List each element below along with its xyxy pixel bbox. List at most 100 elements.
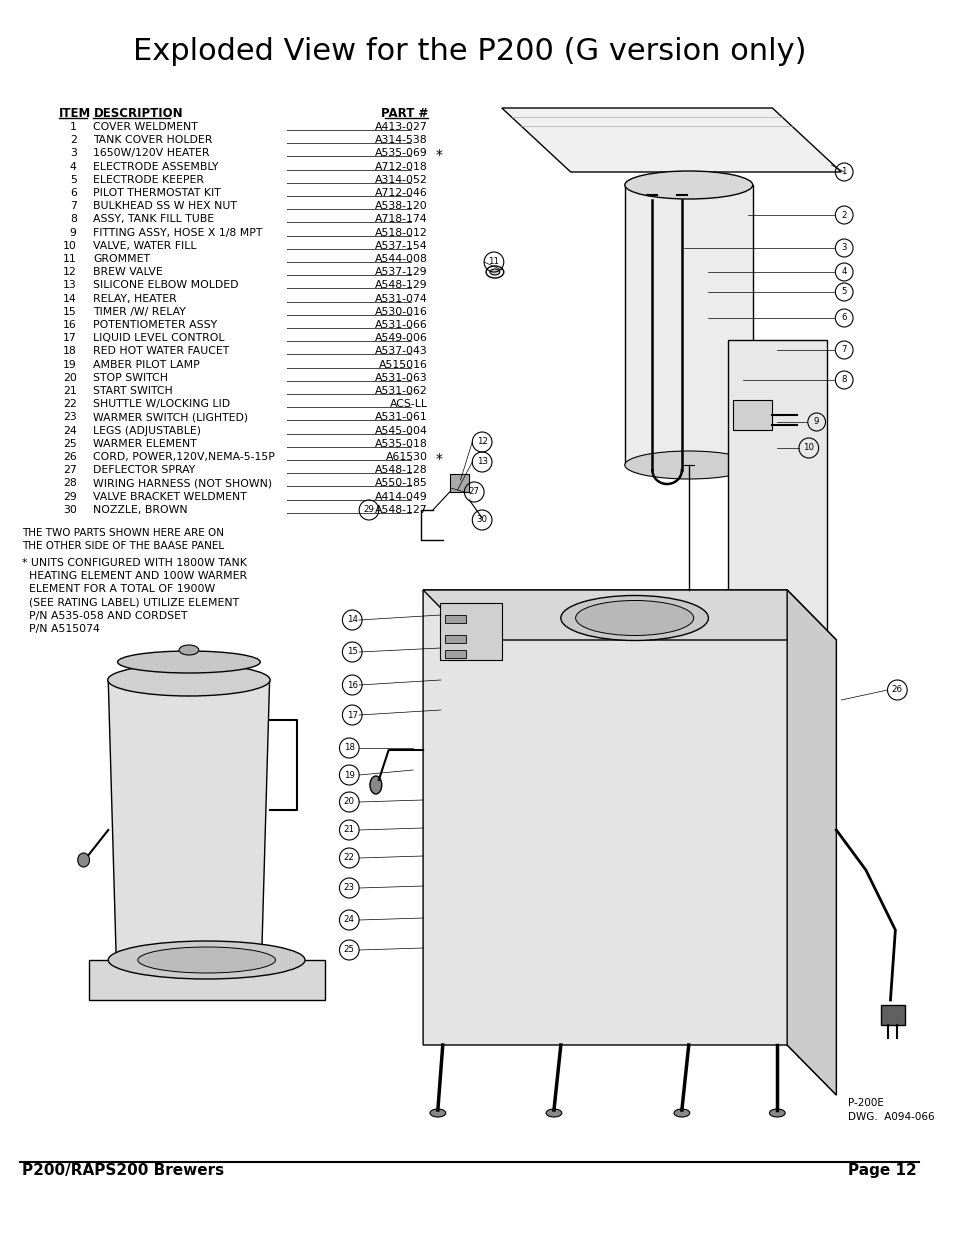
Text: 9: 9 — [813, 417, 819, 426]
Text: P200/RAPS200 Brewers: P200/RAPS200 Brewers — [22, 1162, 224, 1177]
Text: 11: 11 — [488, 258, 499, 267]
Text: NOZZLE, BROWN: NOZZLE, BROWN — [93, 505, 188, 515]
Text: *: * — [436, 148, 442, 162]
Text: 23: 23 — [63, 412, 76, 422]
Text: 29: 29 — [363, 505, 374, 515]
Text: 26: 26 — [891, 685, 902, 694]
Text: 10: 10 — [802, 443, 814, 452]
Text: A549-006: A549-006 — [375, 333, 428, 343]
Text: 19: 19 — [63, 359, 76, 369]
Text: WIRING HARNESS (NOT SHOWN): WIRING HARNESS (NOT SHOWN) — [93, 478, 273, 488]
Text: 8: 8 — [70, 215, 76, 225]
Text: 7: 7 — [841, 346, 846, 354]
Text: 25: 25 — [63, 438, 76, 448]
Ellipse shape — [108, 941, 305, 979]
Text: 7: 7 — [70, 201, 76, 211]
Ellipse shape — [545, 1109, 561, 1116]
Text: A538-120: A538-120 — [375, 201, 428, 211]
Text: * UNITS CONFIGURED WITH 1800W TANK
  HEATING ELEMENT AND 100W WARMER
  ELEMENT F: * UNITS CONFIGURED WITH 1800W TANK HEATI… — [22, 558, 247, 634]
Ellipse shape — [77, 853, 90, 867]
Text: WARMER ELEMENT: WARMER ELEMENT — [93, 438, 197, 448]
Text: A530-016: A530-016 — [375, 306, 428, 317]
Text: 21: 21 — [63, 387, 76, 396]
Text: POTENTIOMETER ASSY: POTENTIOMETER ASSY — [93, 320, 217, 330]
Text: A413-027: A413-027 — [375, 122, 428, 132]
Text: 4: 4 — [841, 268, 846, 277]
Text: A718-174: A718-174 — [375, 215, 428, 225]
Text: 5: 5 — [841, 288, 846, 296]
Ellipse shape — [490, 269, 499, 275]
Text: 24: 24 — [63, 426, 76, 436]
Text: LEGS (ADJUSTABLE): LEGS (ADJUSTABLE) — [93, 426, 201, 436]
Text: A531-063: A531-063 — [375, 373, 428, 383]
Text: 3: 3 — [841, 243, 846, 252]
Text: 16: 16 — [346, 680, 357, 689]
Text: 28: 28 — [63, 478, 76, 488]
Text: A537-154: A537-154 — [375, 241, 428, 251]
Bar — [444, 650, 466, 658]
Text: A537-043: A537-043 — [375, 346, 428, 357]
Text: 17: 17 — [346, 710, 357, 720]
Text: A515016: A515016 — [378, 359, 428, 369]
Text: 26: 26 — [63, 452, 76, 462]
Text: 15: 15 — [346, 647, 357, 657]
Bar — [449, 474, 469, 492]
Text: ASSY, TANK FILL TUBE: ASSY, TANK FILL TUBE — [93, 215, 214, 225]
Polygon shape — [89, 960, 324, 1000]
Ellipse shape — [108, 664, 270, 697]
Polygon shape — [439, 603, 501, 659]
Text: CORD, POWER,120V,NEMA-5-15P: CORD, POWER,120V,NEMA-5-15P — [93, 452, 275, 462]
Text: LIQUID LEVEL CONTROL: LIQUID LEVEL CONTROL — [93, 333, 225, 343]
Ellipse shape — [624, 451, 752, 479]
Text: A548-128: A548-128 — [375, 466, 428, 475]
Text: SILICONE ELBOW MOLDED: SILICONE ELBOW MOLDED — [93, 280, 238, 290]
Text: 21: 21 — [343, 825, 355, 835]
Polygon shape — [880, 1005, 904, 1025]
Text: 2: 2 — [70, 135, 76, 146]
Text: RED HOT WATER FAUCET: RED HOT WATER FAUCET — [93, 346, 230, 357]
Text: A61530: A61530 — [386, 452, 428, 462]
Text: 2: 2 — [841, 210, 846, 220]
Text: A535-069: A535-069 — [375, 148, 428, 158]
Text: A544-008: A544-008 — [375, 254, 428, 264]
Ellipse shape — [370, 776, 381, 794]
Text: BULKHEAD SS W HEX NUT: BULKHEAD SS W HEX NUT — [93, 201, 237, 211]
Text: DEFLECTOR SPRAY: DEFLECTOR SPRAY — [93, 466, 195, 475]
Text: 6: 6 — [841, 314, 846, 322]
Ellipse shape — [575, 600, 693, 636]
Text: 27: 27 — [63, 466, 76, 475]
Bar — [444, 615, 466, 622]
Text: AMBER PILOT LAMP: AMBER PILOT LAMP — [93, 359, 200, 369]
Ellipse shape — [624, 170, 752, 199]
Text: A314-052: A314-052 — [375, 175, 428, 185]
Text: 15: 15 — [63, 306, 76, 317]
Text: RELAY, HEATER: RELAY, HEATER — [93, 294, 177, 304]
Text: 11: 11 — [63, 254, 76, 264]
Text: A531-062: A531-062 — [375, 387, 428, 396]
Ellipse shape — [430, 1109, 445, 1116]
Text: BREW VALVE: BREW VALVE — [93, 267, 163, 277]
Text: 27: 27 — [468, 488, 479, 496]
Text: STOP SWITCH: STOP SWITCH — [93, 373, 169, 383]
Polygon shape — [786, 590, 836, 1095]
Text: A535-018: A535-018 — [375, 438, 428, 448]
Text: 10: 10 — [63, 241, 76, 251]
Text: 20: 20 — [63, 373, 76, 383]
Text: 30: 30 — [63, 505, 76, 515]
Ellipse shape — [137, 947, 275, 973]
Text: ITEM: ITEM — [59, 107, 91, 120]
Text: TANK COVER HOLDER: TANK COVER HOLDER — [93, 135, 213, 146]
Text: ELECTRODE ASSEMBLY: ELECTRODE ASSEMBLY — [93, 162, 219, 172]
Text: 3: 3 — [70, 148, 76, 158]
Text: A548-129: A548-129 — [375, 280, 428, 290]
Bar — [444, 635, 466, 643]
Text: TIMER /W/ RELAY: TIMER /W/ RELAY — [93, 306, 186, 317]
Ellipse shape — [179, 645, 198, 655]
Text: 19: 19 — [343, 771, 355, 779]
Polygon shape — [727, 340, 825, 750]
Text: A537-129: A537-129 — [375, 267, 428, 277]
Text: 20: 20 — [343, 798, 355, 806]
Polygon shape — [422, 590, 836, 640]
Ellipse shape — [769, 1109, 784, 1116]
Text: 24: 24 — [343, 915, 355, 925]
